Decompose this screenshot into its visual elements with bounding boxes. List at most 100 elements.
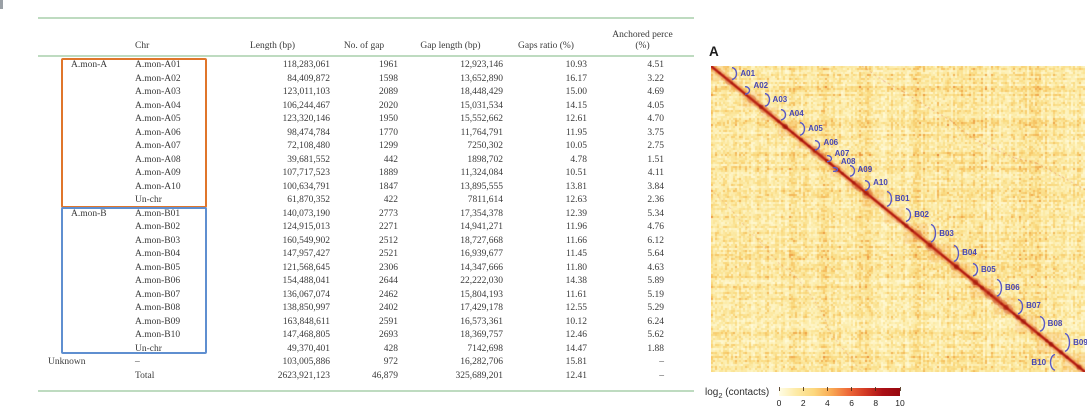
- row-gap-count: 1950: [379, 114, 398, 124]
- colorbar-ticks: 0 2 4 6 8 10: [777, 398, 905, 410]
- row-anchored: 5.34: [647, 208, 664, 219]
- row-gap-ratio: 12.61: [565, 114, 587, 124]
- row-gap-ratio: 15.00: [565, 87, 587, 97]
- row-length: 163,848,611: [282, 316, 330, 327]
- row-anchored: 4.70: [647, 114, 664, 124]
- row-gap-count: 2521: [379, 249, 398, 259]
- row-length: 61,870,352: [287, 195, 330, 205]
- row-length: 123,011,103: [282, 87, 330, 97]
- row-anchored: 4.11: [647, 168, 664, 178]
- row-gap-ratio: 10.05: [565, 141, 587, 151]
- row-gap-count: 2591: [379, 316, 398, 327]
- row-gap-length: 14,941,271: [460, 222, 503, 232]
- table-row: A.mon-A07 72,108,480 1299 7250,302 10.05 2.75: [38, 140, 694, 154]
- row-length: 140,073,190: [282, 208, 331, 219]
- row-chr: A.mon-A09: [135, 168, 181, 178]
- row-anchored: 4.76: [647, 222, 664, 232]
- row-chr: A.mon-A03: [135, 87, 181, 97]
- row-anchored: 3.22: [647, 73, 664, 84]
- row-length: 84,409,872: [287, 73, 330, 84]
- row-length: 154,488,041: [282, 276, 331, 286]
- row-gap-length: 12,923,146: [460, 60, 503, 70]
- row-length: 2623,921,123: [277, 370, 330, 381]
- table-row: A.mon-A06 98,474,784 1770 11,764,791 11.95 3.…: [38, 127, 694, 141]
- colorbar-tick-label: 2: [800, 398, 806, 408]
- colorbar-tick-label: 4: [825, 398, 830, 408]
- col-header-anchored-line1: Anchored perce: [612, 30, 673, 41]
- crop-artifact: [0, 0, 3, 9]
- row-anchored: 5.29: [647, 303, 664, 313]
- row-gap-ratio: 16.17: [565, 73, 587, 84]
- row-length: 121,568,645: [282, 262, 331, 273]
- table-row: A.mon-B10 147,468,805 2693 18,369,757 12.46 5…: [38, 329, 694, 343]
- row-anchored: 3.75: [647, 127, 664, 138]
- col-header-gap-length: Gap length (bp): [420, 41, 481, 52]
- table-row: A.mon-A02 84,409,872 1598 13,652,890 16.17 3.…: [38, 73, 694, 87]
- row-gap-count: 2512: [379, 235, 398, 246]
- row-gap-count: 2089: [379, 87, 398, 97]
- colorbar-tick-mark: [899, 387, 901, 391]
- colorbar-tick-mark: [778, 387, 780, 391]
- colorbar-label: log2 (contacts): [705, 387, 769, 400]
- row-gap-count: 2306: [379, 262, 398, 273]
- col-header-gap-ratio: Gaps ratio (%): [518, 41, 574, 52]
- row-length: 98,474,784: [287, 127, 330, 138]
- row-gap-ratio: 10.51: [565, 168, 587, 178]
- row-chr: Total: [135, 370, 155, 381]
- row-gap-ratio: 11.96: [565, 222, 587, 232]
- row-gap-count: 1299: [379, 141, 398, 151]
- row-gap-count: 1847: [379, 181, 398, 192]
- row-gap-length: 18,369,757: [460, 330, 503, 340]
- table-row: A.mon-B06 154,488,041 2644 22,222,030 14.38 5…: [38, 275, 694, 289]
- row-anchored: 4.69: [647, 87, 664, 97]
- row-gap-length: 18,727,668: [460, 235, 503, 246]
- row-chr: A.mon-A07: [135, 141, 181, 151]
- col-header-chr: Chr: [135, 41, 150, 52]
- row-gap-count: 46,879: [371, 370, 398, 381]
- row-gap-count: 1598: [379, 73, 398, 84]
- row-gap-count: 2773: [379, 208, 398, 219]
- row-gap-ratio: 12.41: [565, 370, 587, 381]
- row-gap-count: 1961: [379, 60, 398, 70]
- row-gap-count: 2402: [379, 303, 398, 313]
- row-gap-ratio: 14.47: [565, 343, 587, 354]
- table-row: Un-chr 61,870,352 422 7811,614 12.63 2.36: [38, 194, 694, 208]
- row-gap-ratio: 14.15: [565, 100, 587, 111]
- row-chr: A.mon-B06: [135, 276, 181, 286]
- table-row: A.mon-B07 136,067,074 2462 15,804,193 11.61 5…: [38, 289, 694, 303]
- colorbar-tick-label: 8: [873, 398, 879, 408]
- row-chr: A.mon-B07: [135, 289, 181, 300]
- colorbar-tick-label: 0: [776, 398, 782, 408]
- row-gap-count: 2644: [379, 276, 398, 286]
- subgenome-b-highlight-box: [61, 207, 207, 354]
- table-row: A.mon-B04 147,957,427 2521 16,939,677 11.45 5…: [38, 248, 694, 262]
- row-gap-count: 1889: [379, 168, 398, 178]
- row-gap-length: 16,282,706: [460, 357, 503, 367]
- row-length: 136,067,074: [282, 289, 331, 300]
- row-chr: A.mon-B09: [135, 316, 181, 327]
- table-row: A.mon-A08 39,681,552 442 1898,702 4.78 1.51: [38, 154, 694, 168]
- table-row: A.mon-A05 123,320,146 1950 15,552,662 12.61 4…: [38, 113, 694, 127]
- row-gap-length: 7142,698: [467, 343, 503, 354]
- row-chr: A.mon-B01: [135, 208, 181, 219]
- row-group: A.mon-A: [71, 60, 108, 70]
- row-length: 107,717,523: [282, 168, 331, 178]
- row-anchored: –: [659, 357, 664, 367]
- col-header-length: Length (bp): [249, 41, 296, 52]
- colorbar-label-sub: 2: [718, 391, 723, 400]
- row-chr: A.mon-A10: [135, 181, 181, 192]
- row-chr: A.mon-B02: [135, 222, 181, 232]
- row-gap-length: 325,689,201: [455, 370, 504, 381]
- row-gap-length: 14,347,666: [460, 262, 503, 273]
- row-gap-count: 1770: [379, 127, 398, 138]
- table-row: A.mon-A A.mon-A01 118,283,061 1961 12,923,14…: [38, 59, 694, 73]
- colorbar-tick-label: 10: [895, 398, 905, 408]
- row-length: 49,370,401: [287, 343, 330, 354]
- row-gap-count: 972: [383, 357, 398, 367]
- row-gap-ratio: 10.12: [565, 316, 587, 327]
- row-anchored: 2.36: [647, 195, 664, 205]
- row-anchored: 2.75: [647, 141, 664, 151]
- colorbar-label-base: log: [705, 387, 719, 398]
- row-gap-length: 15,552,662: [460, 114, 503, 124]
- table-row: A.mon-B03 160,549,902 2512 18,727,668 11.66 6…: [38, 235, 694, 249]
